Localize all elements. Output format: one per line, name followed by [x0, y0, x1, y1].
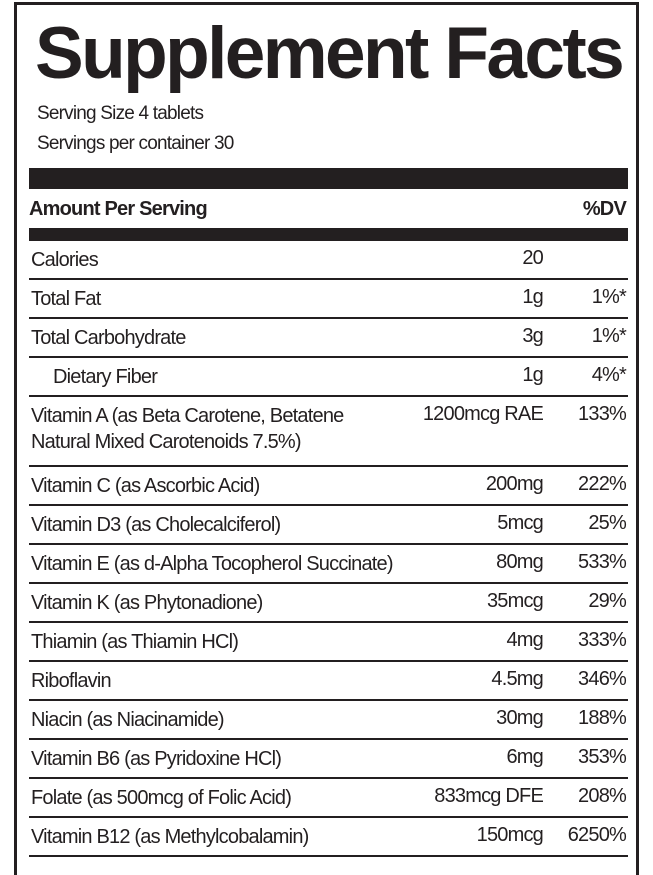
nutrient-name: Vitamin K (as Phytonadione): [31, 590, 263, 616]
nutrient-row: Folate (as 500mcg of Folic Acid) 833mcg D…: [29, 779, 628, 818]
nutrient-row: Total Carbohydrate 3g 1%*: [29, 319, 628, 358]
nutrient-row: Vitamin D3 (as Cholecalciferol) 5mcg 25%: [29, 506, 628, 545]
nutrient-row: Vitamin E (as d-Alpha Tocopherol Succina…: [29, 545, 628, 584]
nutrient-amount: 35mcg: [486, 590, 544, 612]
nutrient-name-line: Natural Mixed Carotenoids 7.5%): [31, 431, 302, 453]
nutrient-amount: 1200mcg RAE: [422, 403, 544, 425]
nutrient-amount: 5mcg: [497, 512, 544, 534]
nutrient-row: Vitamin A (as Beta Carotene, Betatene Nat…: [29, 397, 628, 467]
nutrient-row: Dietary Fiber 1g 4%*: [29, 358, 628, 397]
nutrient-name-line: Riboflavin: [31, 670, 112, 692]
nutrient-name-line: Dietary Fiber: [53, 366, 158, 388]
nutrient-dv: 533%: [578, 551, 627, 573]
nutrient-dv: 353%: [578, 746, 627, 768]
nutrient-row: Riboflavin 4.5mg 346%: [29, 662, 628, 701]
nutrient-dv: 25%: [588, 512, 626, 534]
nutrient-name-line: Calories: [31, 249, 99, 271]
nutrient-amount: 200mg: [485, 473, 544, 495]
nutrient-name-line: Vitamin D3 (as Cholecalciferol): [31, 514, 281, 536]
nutrient-name: Total Carbohydrate: [31, 325, 186, 351]
amount-per-serving-heading: Amount Per Serving: [29, 197, 208, 220]
nutrient-dv: 208%: [578, 785, 627, 807]
nutrient-name-line: Niacin (as Niacinamide): [31, 709, 225, 731]
nutrient-name: Niacin (as Niacinamide): [31, 707, 225, 733]
nutrient-amount: 30mg: [496, 707, 544, 729]
nutrient-name-line: Folate (as 500mcg of Folic Acid): [31, 787, 292, 809]
nutrient-name-line: Vitamin E (as d-Alpha Tocopherol Succina…: [31, 553, 394, 575]
nutrient-name: Folate (as 500mcg of Folic Acid): [31, 785, 292, 811]
nutrient-name-line: Vitamin K (as Phytonadione): [31, 592, 263, 614]
nutrient-amount: 80mg: [496, 551, 544, 573]
nutrient-name: Thiamin (as Thiamin HCl): [31, 629, 239, 655]
nutrient-name: Vitamin B6 (as Pyridoxine HCl): [31, 746, 282, 772]
nutrient-dv: 346%: [578, 668, 627, 690]
nutrient-name-line: Total Carbohydrate: [31, 327, 186, 349]
nutrient-dv: 133%: [578, 403, 627, 425]
nutrient-amount: 6mg: [506, 746, 543, 768]
nutrient-amount: 4mg: [506, 629, 543, 651]
servings-per-container: Servings per container 30: [37, 133, 234, 154]
nutrient-table: Calories 20 Total Fat 1g 1%* Total Carbohydra…: [29, 241, 628, 857]
medium-divider: [29, 228, 628, 241]
nutrient-row: Total Fat 1g 1%*: [29, 280, 628, 319]
nutrient-name: Calories: [31, 247, 99, 273]
nutrient-name-line: Vitamin B12 (as Methylcobalamin): [31, 826, 309, 848]
nutrient-dv: 222%: [578, 473, 627, 495]
thick-divider: [29, 168, 628, 189]
nutrient-amount: 3g: [522, 325, 543, 347]
nutrient-name-line: Thiamin (as Thiamin HCl): [31, 631, 239, 653]
nutrient-name: Vitamin C (as Ascorbic Acid): [31, 473, 260, 499]
nutrient-name-line: Vitamin A (as Beta Carotene, Betatene: [31, 405, 344, 427]
nutrient-row: Calories 20: [29, 241, 628, 280]
nutrient-name: Total Fat: [31, 286, 101, 312]
nutrient-amount: 150mcg: [476, 824, 544, 846]
nutrient-dv: 1%*: [591, 325, 627, 347]
nutrient-row: Thiamin (as Thiamin HCl) 4mg 333%: [29, 623, 628, 662]
nutrient-row: Vitamin B12 (as Methylcobalamin) 150mcg 62…: [29, 818, 628, 857]
nutrient-name: Riboflavin: [31, 668, 112, 694]
nutrient-name-line: Total Fat: [31, 288, 101, 310]
nutrient-name-line: Vitamin B6 (as Pyridoxine HCl): [31, 748, 282, 770]
nutrient-name: Vitamin A (as Beta Carotene, Betatene Nat…: [31, 403, 344, 455]
dv-heading: %DV: [582, 197, 627, 220]
nutrient-name: Dietary Fiber: [53, 364, 158, 390]
nutrient-dv: 4%*: [591, 364, 627, 386]
nutrient-row: Vitamin C (as Ascorbic Acid) 200mg 222%: [29, 467, 628, 506]
nutrient-name-line: Vitamin C (as Ascorbic Acid): [31, 475, 260, 497]
nutrient-row: Vitamin B6 (as Pyridoxine HCl) 6mg 353%: [29, 740, 628, 779]
nutrient-amount: 20: [522, 247, 543, 269]
nutrient-amount: 833mcg DFE: [434, 785, 544, 807]
nutrient-name: Vitamin B12 (as Methylcobalamin): [31, 824, 309, 850]
nutrient-amount: 4.5mg: [491, 668, 543, 690]
nutrient-dv: 333%: [578, 629, 627, 651]
nutrient-row: Vitamin K (as Phytonadione) 35mcg 29%: [29, 584, 628, 623]
nutrient-dv: 188%: [578, 707, 627, 729]
serving-size: Serving Size 4 tablets: [37, 103, 204, 124]
panel-title: Supplement Facts: [35, 13, 625, 94]
nutrient-dv: 29%: [588, 590, 626, 612]
nutrient-amount: 1g: [522, 286, 543, 308]
nutrient-dv: 1%*: [591, 286, 627, 308]
nutrient-name: Vitamin E (as d-Alpha Tocopherol Succina…: [31, 551, 394, 577]
table-header: Amount Per Serving %DV: [29, 191, 627, 227]
nutrient-row: Niacin (as Niacinamide) 30mg 188%: [29, 701, 628, 740]
nutrient-amount: 1g: [522, 364, 543, 386]
supplement-facts-panel: Supplement Facts Serving Size 4 tablets …: [14, 2, 639, 875]
nutrient-name: Vitamin D3 (as Cholecalciferol): [31, 512, 281, 538]
nutrient-dv: 6250%: [567, 824, 627, 846]
